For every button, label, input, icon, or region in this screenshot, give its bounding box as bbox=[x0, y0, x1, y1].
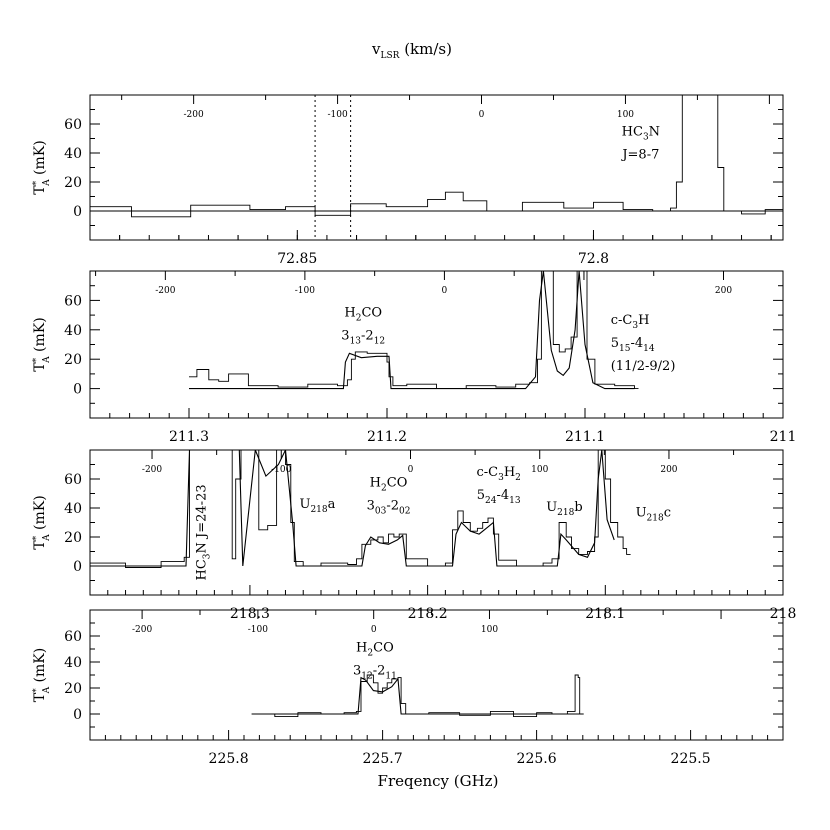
velocity-tick-label: -200 bbox=[155, 286, 175, 296]
series-group bbox=[189, 271, 639, 390]
y-tick-label: 60 bbox=[64, 117, 82, 133]
line-annotation: 313-212 bbox=[341, 329, 385, 347]
y-tick-label: 60 bbox=[64, 293, 82, 309]
spectrum-panel-4: 0 20 40 60 T*A (mK) 225.8 225.7 225.6 225.5 -200 -… bbox=[32, 609, 784, 767]
line-annotation: 524-413 bbox=[477, 488, 521, 506]
velocity-tick-label: 100 bbox=[617, 110, 634, 120]
line-annotation: 312-211 bbox=[353, 664, 397, 682]
model-fit bbox=[189, 271, 635, 390]
observed-spectrum bbox=[251, 674, 584, 718]
observed-spectrum bbox=[90, 95, 783, 218]
model-fit bbox=[251, 676, 580, 715]
line-annotation: H2CO bbox=[370, 475, 408, 493]
plot-frame bbox=[89, 609, 784, 741]
series-group bbox=[90, 95, 783, 218]
line-annotation: J=8-7 bbox=[620, 148, 659, 163]
series-group bbox=[251, 674, 584, 718]
y-tick-label: 20 bbox=[64, 175, 82, 191]
y-axis-label: T*A (mK) bbox=[32, 317, 52, 371]
velocity-tick-label: -200 bbox=[132, 625, 152, 635]
line-annotation: HC3N J=24-23 bbox=[195, 484, 213, 580]
velocity-tick-label: -100 bbox=[271, 465, 291, 475]
velocity-axis-title: vLSR (km/s) bbox=[371, 40, 452, 61]
x-tick-label: 218.3 bbox=[230, 606, 270, 622]
velocity-tick-label: -100 bbox=[248, 625, 268, 635]
spectrum-panel-2: 0 20 40 60 T*A (mK) 211.3 211.2 211.1 211 -200 -10… bbox=[32, 270, 797, 445]
line-annotation: HC3N bbox=[622, 125, 660, 143]
line-annotation: (11/2-9/2) bbox=[611, 359, 676, 374]
y-axis-label: T*A (mK) bbox=[32, 648, 52, 702]
velocity-tick-label: -200 bbox=[142, 465, 162, 475]
x-tick-label: 211.2 bbox=[367, 429, 407, 445]
frequency-axis-title: Freqency (GHz) bbox=[378, 772, 499, 790]
y-tick-label: 0 bbox=[73, 707, 82, 723]
y-tick-label: 0 bbox=[73, 382, 82, 398]
line-annotation: 303-202 bbox=[367, 498, 411, 516]
x-tick-label: 218.2 bbox=[408, 606, 448, 622]
y-tick-label: 40 bbox=[64, 501, 82, 517]
x-tick-label: 225.7 bbox=[363, 751, 403, 767]
spectrum-panels: 0 20 40 60 T*A (mK) 72.85 72.8 -200 -100 0 100 HC3N… bbox=[32, 94, 797, 767]
velocity-tick-label: 0 bbox=[408, 465, 414, 475]
velocity-tick-label: -100 bbox=[327, 110, 347, 120]
velocity-tick-label: -100 bbox=[295, 286, 315, 296]
x-tick-label: 225.5 bbox=[671, 751, 711, 767]
x-tick-label: 72.85 bbox=[277, 251, 317, 267]
velocity-tick-label: 0 bbox=[371, 625, 377, 635]
plot-frame bbox=[89, 270, 784, 419]
line-annotation: H2CO bbox=[344, 306, 382, 324]
y-tick-label: 0 bbox=[73, 204, 82, 220]
y-tick-label: 60 bbox=[64, 629, 82, 645]
y-tick-label: 40 bbox=[64, 323, 82, 339]
velocity-tick-label: 100 bbox=[481, 625, 498, 635]
line-annotation: U218c bbox=[636, 506, 671, 524]
velocity-tick-label: -200 bbox=[184, 110, 204, 120]
velocity-tick-label: 0 bbox=[442, 286, 448, 296]
line-annotation: c-C3H bbox=[611, 313, 650, 331]
y-tick-label: 0 bbox=[73, 559, 82, 575]
y-tick-label: 20 bbox=[64, 681, 82, 697]
velocity-tick-label: 200 bbox=[660, 465, 677, 475]
y-axis-label: T*A (mK) bbox=[32, 495, 52, 549]
line-annotation: 515-414 bbox=[611, 336, 655, 354]
velocity-tick-label: 0 bbox=[479, 110, 485, 120]
x-tick-label: 211.3 bbox=[169, 429, 209, 445]
y-tick-label: 60 bbox=[64, 472, 82, 488]
y-tick-label: 40 bbox=[64, 146, 82, 162]
x-tick-label: 225.6 bbox=[517, 751, 557, 767]
x-tick-label: 211 bbox=[770, 429, 797, 445]
x-tick-label: 225.8 bbox=[209, 751, 249, 767]
line-annotation: c-C3H2 bbox=[476, 465, 520, 483]
y-tick-label: 40 bbox=[64, 655, 82, 671]
x-tick-label: 72.8 bbox=[578, 251, 609, 267]
y-axis-label: T*A (mK) bbox=[32, 140, 52, 194]
line-annotation: U218a bbox=[299, 497, 335, 515]
x-tick-label: 211.1 bbox=[565, 429, 605, 445]
velocity-tick-label: 100 bbox=[531, 465, 548, 475]
spectrum-panel-1: 0 20 40 60 T*A (mK) 72.85 72.8 -200 -100 0 100 HC3N… bbox=[32, 94, 784, 267]
line-annotation: U218b bbox=[546, 500, 582, 518]
y-tick-label: 20 bbox=[64, 352, 82, 368]
y-tick-label: 20 bbox=[64, 530, 82, 546]
observed-spectrum bbox=[189, 271, 639, 390]
model-fit bbox=[90, 450, 615, 567]
line-annotation: H2CO bbox=[356, 641, 394, 659]
velocity-tick-label: 200 bbox=[715, 286, 732, 296]
series-group bbox=[90, 450, 631, 568]
